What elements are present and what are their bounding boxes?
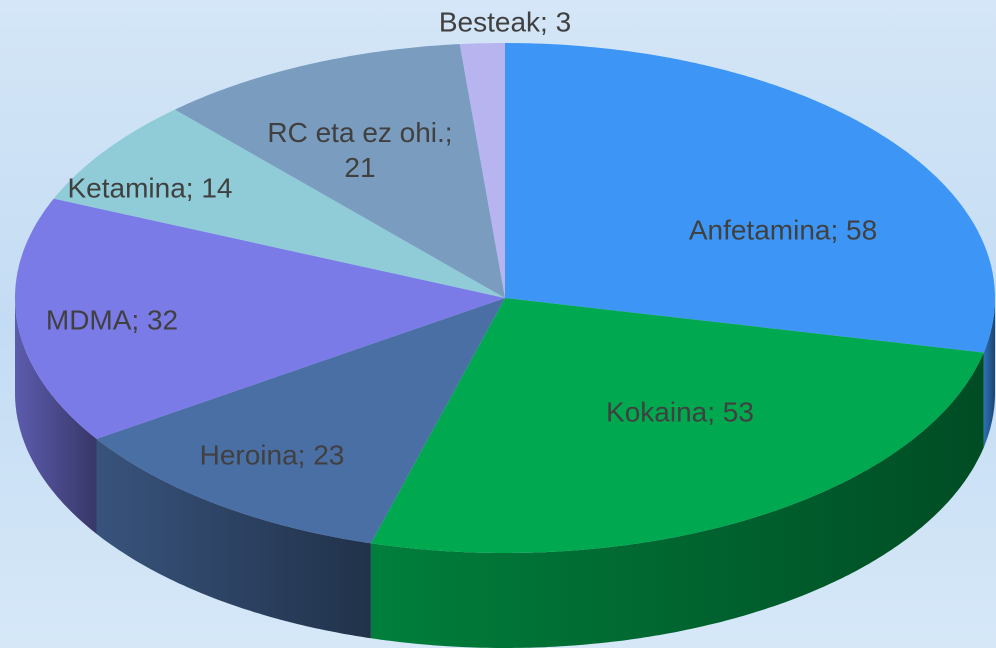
- slice-side: [15, 298, 97, 534]
- data-label: Anfetamina; 58: [688, 214, 878, 246]
- slice-side: [370, 352, 984, 648]
- data-label: MDMA; 32: [45, 304, 179, 336]
- data-label: Kokaina; 53: [606, 396, 754, 428]
- slice: [53, 109, 506, 298]
- slice: [174, 44, 505, 298]
- slice: [96, 298, 505, 544]
- slice: [370, 298, 984, 553]
- slice-side: [96, 438, 371, 639]
- data-label: Besteak; 3: [438, 6, 572, 38]
- slice-side: [983, 298, 995, 448]
- slice: [459, 43, 505, 298]
- data-label: RC eta ez ohi.; 21: [267, 117, 453, 183]
- data-label: Heroina; 23: [199, 439, 345, 471]
- slice: [505, 43, 995, 353]
- slice: [15, 198, 505, 439]
- data-label: Ketamina; 14: [67, 172, 233, 204]
